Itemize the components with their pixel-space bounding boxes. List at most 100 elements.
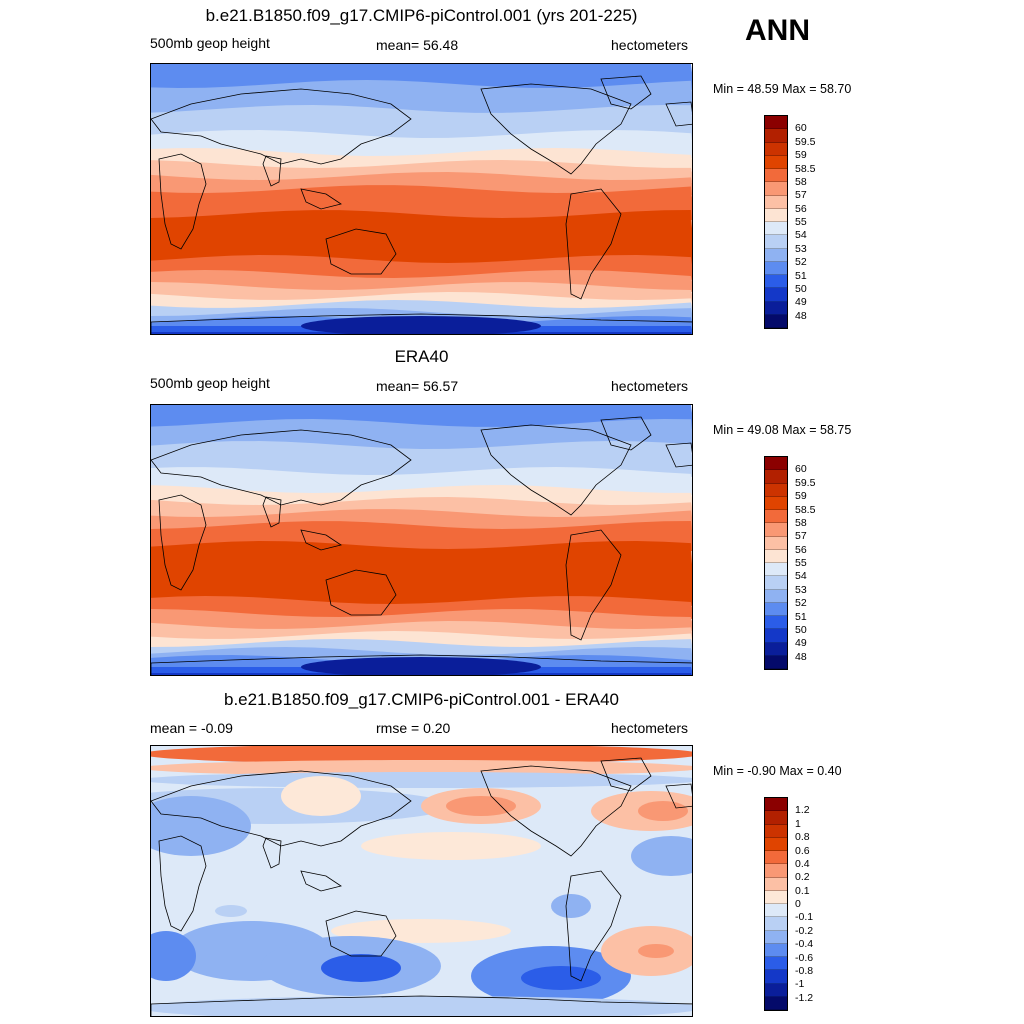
colorbar-swatch bbox=[765, 930, 787, 944]
colorbar-tick-label: 56 bbox=[795, 202, 807, 215]
colorbar-swatch bbox=[765, 877, 787, 891]
colorbar-tick-label: 0.1 bbox=[795, 884, 810, 897]
colorbar-tick-label: 51 bbox=[795, 269, 807, 282]
panel-3-map bbox=[150, 745, 693, 1017]
contour-blob bbox=[215, 905, 247, 917]
colorbar-swatch bbox=[765, 655, 787, 669]
coastline bbox=[565, 529, 622, 641]
colorbar-swatch bbox=[765, 314, 787, 328]
colorbar-swatch bbox=[765, 235, 787, 249]
coastline bbox=[665, 101, 692, 127]
colorbar-swatch bbox=[765, 864, 787, 878]
colorbar-swatch bbox=[765, 851, 787, 865]
colorbar-swatch bbox=[765, 811, 787, 825]
colorbar-tick-label: 52 bbox=[795, 597, 807, 610]
colorbar-swatch bbox=[765, 629, 787, 643]
panel-1-variable-label: 500mb geop height bbox=[150, 35, 270, 51]
colorbar-swatch bbox=[765, 457, 787, 471]
colorbar-tick-label: -0.4 bbox=[795, 938, 814, 951]
panel-2-variable-label: 500mb geop height bbox=[150, 375, 270, 391]
colorbar-tick-label: 53 bbox=[795, 242, 807, 255]
panel-2-colorbar bbox=[764, 456, 788, 670]
colorbar-tick-label: -0.2 bbox=[795, 924, 814, 937]
panel-2-units-label: hectometers bbox=[611, 378, 689, 394]
colorbar-tick-label: 54 bbox=[795, 229, 807, 242]
colorbar-tick-label: 53 bbox=[795, 583, 807, 596]
panel-2-title: ERA40 bbox=[394, 347, 449, 366]
colorbar-tick-label: 48 bbox=[795, 309, 807, 322]
minimum-region bbox=[301, 657, 541, 675]
contour-blob bbox=[631, 836, 692, 876]
coastline bbox=[565, 188, 622, 300]
contour-blob bbox=[151, 746, 692, 764]
panel-1-min-max: Min = 48.59 Max = 58.70 bbox=[713, 82, 852, 96]
coastline bbox=[480, 83, 632, 175]
coastline bbox=[151, 88, 412, 165]
contour-blob bbox=[638, 944, 674, 958]
colorbar-tick-label: 55 bbox=[795, 216, 807, 228]
contour-blob bbox=[151, 772, 692, 788]
contour-blob bbox=[331, 919, 511, 943]
coastline bbox=[665, 442, 692, 468]
coastline bbox=[325, 569, 397, 616]
colorbar-tick-label: 58.5 bbox=[795, 162, 816, 175]
colorbar-tick-label: 55 bbox=[795, 557, 807, 569]
colorbar-tick-label: 51 bbox=[795, 610, 807, 623]
contour-blob bbox=[151, 796, 251, 856]
panel-1-mean-label: mean= 56.48 bbox=[376, 37, 459, 53]
coastline bbox=[325, 228, 397, 275]
colorbar-swatch bbox=[765, 129, 787, 143]
coastline bbox=[262, 155, 282, 187]
contour-blob bbox=[281, 776, 361, 816]
coastline bbox=[158, 835, 207, 932]
contour-blob bbox=[151, 996, 692, 1016]
panel-3-rmse-label: rmse = 0.20 bbox=[376, 720, 451, 736]
coastline bbox=[325, 910, 397, 957]
colorbar-swatch bbox=[765, 576, 787, 590]
colorbar-tick-label: 60 bbox=[795, 122, 807, 135]
colorbar-swatch bbox=[765, 536, 787, 550]
colorbar-swatch bbox=[765, 248, 787, 262]
colorbar-swatch bbox=[765, 261, 787, 275]
colorbar-swatch bbox=[765, 943, 787, 957]
colorbar-tick-label: 0.6 bbox=[795, 844, 810, 857]
colorbar-swatch bbox=[765, 496, 787, 510]
colorbar-swatch bbox=[765, 483, 787, 497]
contour-blob bbox=[151, 931, 196, 981]
colorbar-tick-label: 54 bbox=[795, 570, 807, 583]
colorbar-swatch bbox=[765, 222, 787, 236]
contour-blob bbox=[638, 801, 688, 821]
coastline bbox=[600, 757, 652, 792]
coastline bbox=[480, 424, 632, 516]
contour-blob bbox=[321, 954, 401, 982]
panel-3-mean-label: mean = -0.09 bbox=[150, 720, 233, 736]
coastline bbox=[151, 313, 692, 334]
colorbar-tick-label: -0.1 bbox=[795, 911, 814, 924]
contour-band bbox=[151, 485, 692, 507]
panel-1-map bbox=[150, 63, 693, 335]
panel-2-mean-label: mean= 56.57 bbox=[376, 378, 459, 394]
coastline bbox=[300, 529, 342, 551]
colorbar-tick-label: -1 bbox=[795, 978, 805, 991]
colorbar-tick-label: 48 bbox=[795, 650, 807, 663]
colorbar-tick-label: -1.2 bbox=[795, 991, 814, 1004]
coastline bbox=[300, 870, 342, 892]
colorbar-tick-label: -0.6 bbox=[795, 951, 814, 964]
colorbar-swatch bbox=[765, 890, 787, 904]
colorbar-tick-label: 59 bbox=[795, 490, 807, 503]
colorbar-swatch bbox=[765, 208, 787, 222]
coastline bbox=[262, 837, 282, 869]
colorbar-swatch bbox=[765, 288, 787, 302]
colorbar-swatch bbox=[765, 837, 787, 851]
colorbar-swatch bbox=[765, 510, 787, 524]
colorbar-tick-label: 59.5 bbox=[795, 476, 816, 489]
colorbar-tick-label: 57 bbox=[795, 530, 807, 543]
panel-3-units-label: hectometers bbox=[611, 720, 689, 736]
colorbar-tick-label: 49 bbox=[795, 637, 807, 650]
colorbar-swatch bbox=[765, 957, 787, 971]
coastline bbox=[565, 870, 622, 982]
colorbar-swatch bbox=[765, 602, 787, 616]
colorbar-swatch bbox=[765, 169, 787, 183]
panel-3-title: b.e21.B1850.f09_g17.CMIP6-piControl.001 … bbox=[223, 690, 620, 709]
colorbar-tick-label: 0 bbox=[795, 898, 801, 910]
